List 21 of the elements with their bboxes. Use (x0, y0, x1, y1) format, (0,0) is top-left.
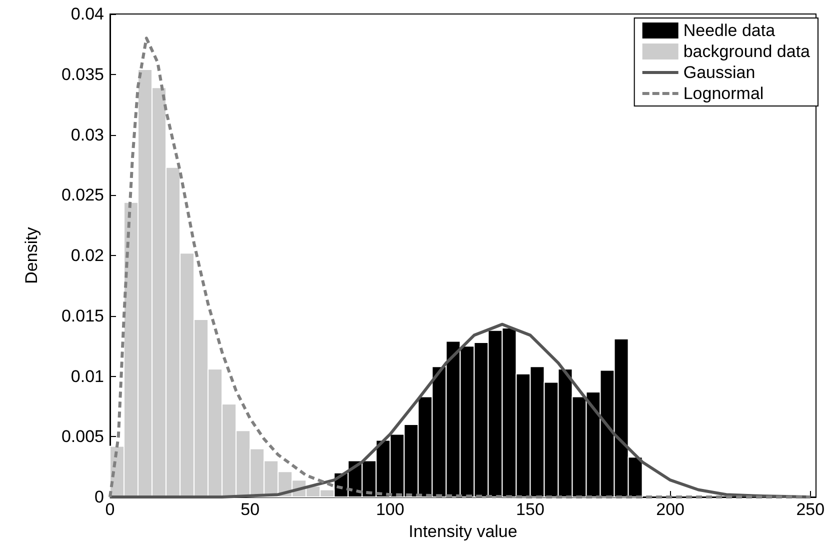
y-tick-label: 0.035 (61, 64, 104, 84)
y-tick-label: 0.025 (61, 186, 104, 205)
x-tick-label: 250 (796, 500, 825, 519)
legend-label: Lognormal (683, 84, 764, 103)
y-tick-label: 0.03 (70, 125, 104, 144)
x-tick-label: 50 (240, 500, 260, 519)
x-tick-label: 100 (376, 500, 404, 519)
y-tick-label: 0.005 (61, 427, 104, 446)
y-axis-title: Density (22, 226, 41, 284)
y-tick-label: 0.01 (70, 366, 104, 386)
legend-label: Gaussian (683, 63, 756, 82)
x-tick-label: 200 (656, 500, 685, 519)
x-axis-title: Intensity value (408, 522, 518, 541)
line-series (108, 36, 812, 498)
y-tick-label: 0.04 (70, 4, 104, 24)
x-tick-label: 150 (516, 500, 544, 519)
y-tick-label: 0.015 (61, 306, 104, 326)
legend-label: background data (683, 42, 811, 61)
y-tick-label: 0 (94, 488, 104, 506)
y-tick-label: 0.02 (70, 246, 104, 265)
legend-label: Needle data (683, 21, 776, 40)
